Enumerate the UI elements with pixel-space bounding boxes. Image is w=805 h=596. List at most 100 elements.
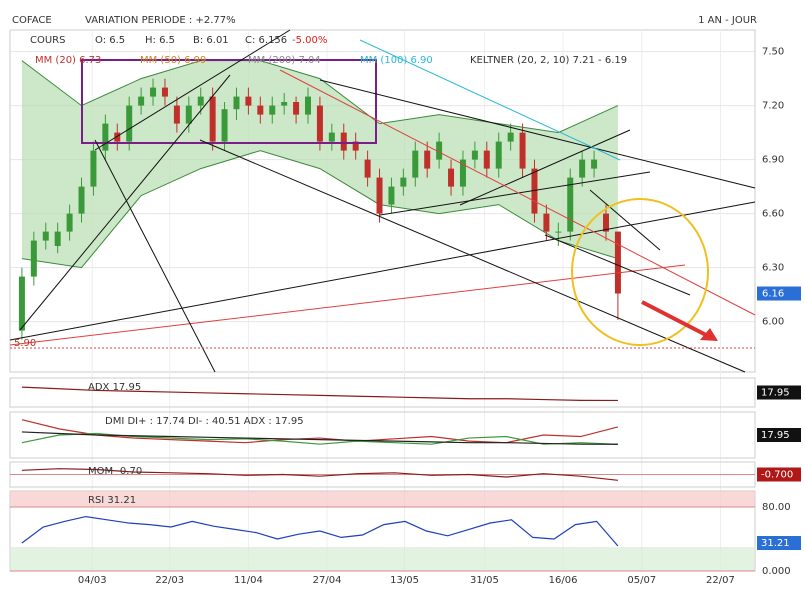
overbought-zone <box>10 491 755 507</box>
x-tick-label: 16/06 <box>549 575 578 586</box>
trend-line <box>199 139 746 373</box>
candle-body <box>78 186 85 214</box>
trend-line <box>94 29 291 151</box>
panel-frames <box>9 29 756 572</box>
candle-body <box>448 168 455 187</box>
trend-line <box>94 139 216 373</box>
chart-title: COFACE <box>12 15 52 26</box>
band-layer <box>21 60 619 269</box>
candle-body <box>555 231 562 233</box>
highlight-circle <box>571 198 709 346</box>
candle-body <box>495 141 502 169</box>
candle-body <box>221 109 228 142</box>
candle-body <box>305 96 311 115</box>
candle-body <box>269 105 276 115</box>
band-area <box>21 60 618 268</box>
candle-body <box>603 213 609 232</box>
x-tick-label: 22/03 <box>155 575 184 586</box>
y-tick-label: 6.60 <box>762 209 784 220</box>
candle-body <box>507 132 514 142</box>
candle-body <box>173 105 180 124</box>
y-tick-label: 6.30 <box>762 263 784 274</box>
indicator-tag-bg <box>757 385 801 400</box>
legend-item: -5.00% <box>292 35 327 46</box>
x-tick-label: 22/07 <box>706 575 735 586</box>
candle-body <box>185 105 192 124</box>
indicator-line <box>21 468 618 481</box>
candle-body <box>412 150 419 178</box>
trend-line <box>589 189 661 251</box>
candle-body <box>150 87 157 97</box>
indicator-label: ADX 17.95 <box>88 382 141 393</box>
oversold-zone <box>10 547 755 571</box>
indicator-tag-bg <box>757 428 801 442</box>
candle-body <box>18 276 25 331</box>
candle-body <box>66 213 73 232</box>
candle-body <box>340 132 347 151</box>
arrow-head <box>700 328 718 341</box>
indicator-line <box>21 431 618 445</box>
legend-item: H: 6.5 <box>145 35 175 46</box>
overlay-label: MM (200) 7.04 <box>248 55 321 66</box>
main-layer <box>18 78 621 340</box>
candle-body <box>543 213 550 232</box>
candle-body <box>531 168 538 214</box>
candle-body <box>293 102 300 115</box>
x-tick-label: 13/05 <box>390 575 419 586</box>
arrow <box>641 300 709 338</box>
indicator-tick-label: 80.00 <box>762 502 791 513</box>
candle-body <box>54 231 61 246</box>
trend-line <box>379 171 651 216</box>
x-tick-label: 05/07 <box>627 575 656 586</box>
trend-line <box>459 129 631 206</box>
candle-body <box>579 159 586 178</box>
candle-body <box>281 102 288 106</box>
candle-body <box>459 159 466 187</box>
trend-line <box>544 234 691 296</box>
indicator-tag-bg <box>757 536 801 550</box>
panel-frame <box>9 29 756 373</box>
annotations <box>9 29 756 373</box>
candle-body <box>376 177 383 214</box>
candle-body <box>352 141 359 151</box>
indicator-frame <box>9 411 756 459</box>
indicator-line <box>21 515 619 547</box>
candle-body <box>364 159 371 178</box>
band-lower <box>21 150 619 269</box>
candle-body <box>126 105 133 142</box>
candle-body <box>316 105 323 142</box>
legend-item: O: 6.5 <box>95 35 125 46</box>
y-tick-label: 6.90 <box>762 155 784 166</box>
x-tick-label: 04/03 <box>78 575 107 586</box>
x-tick-label: 11/04 <box>234 575 263 586</box>
candle-body <box>591 159 598 169</box>
level-label: 5.90 <box>14 338 36 349</box>
candle-body <box>483 150 490 169</box>
candle-body <box>519 132 526 169</box>
indicator-label: DMI DI+ : 17.74 DI- : 40.51 ADX : 17.95 <box>105 416 304 427</box>
candle-body <box>400 177 407 187</box>
candle-body <box>245 96 252 106</box>
candle-body <box>42 231 49 241</box>
candle-body <box>161 87 168 97</box>
overlay-label: MM (50) 6.99 <box>140 55 206 66</box>
candle-body <box>30 240 37 277</box>
candle-body <box>471 150 478 160</box>
indicator-line <box>21 419 619 444</box>
indicator-tick-label: 0.000 <box>762 566 791 577</box>
overlay-label: MM (20) 6.73 <box>35 55 101 66</box>
indicator-label: RSI 31.21 <box>88 495 136 506</box>
legend: COURS O: 6.5 H: 6.5 B: 6.01 C: 6.156 -5.00% MM… <box>30 35 627 66</box>
price-tag-bg <box>757 286 801 301</box>
y-tick-label: 7.20 <box>762 101 784 112</box>
candle-body <box>424 150 431 169</box>
range-box <box>81 59 377 144</box>
trend-line <box>19 74 231 331</box>
overlay-label: MM (100) 6.90 <box>360 55 433 66</box>
legend-item: COURS <box>30 35 65 46</box>
indicator-frame <box>9 377 756 408</box>
indicator-label: MOM -0.70 <box>88 466 142 477</box>
moving-average <box>359 39 621 161</box>
candle-body <box>138 96 145 106</box>
